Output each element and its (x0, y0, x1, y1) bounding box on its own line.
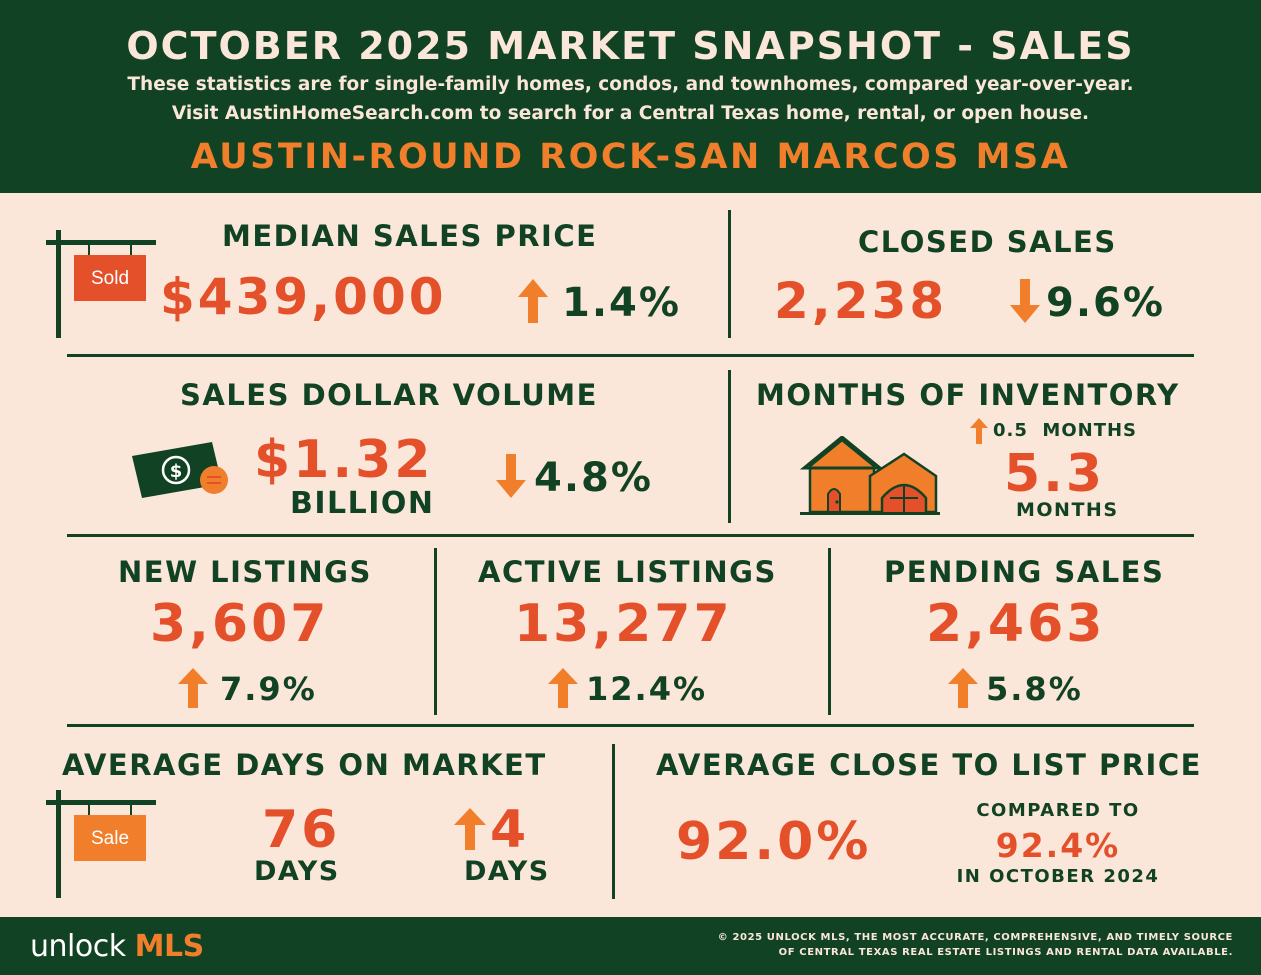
arrow-down-icon (1010, 279, 1040, 323)
unlock-mls-logo: unlock MLS (30, 929, 204, 964)
closed-sales-label: CLOSED SALES (858, 225, 1117, 259)
sales-dollar-volume-label: SALES DOLLAR VOLUME (180, 378, 598, 412)
arrow-up-icon (518, 279, 548, 323)
active-listings-change: 12.4% (586, 670, 708, 708)
divider (434, 548, 437, 715)
arrow-up-icon (970, 418, 988, 444)
pending-sales-value: 2,463 (926, 594, 1106, 654)
months-of-inventory-unit: MONTHS (1016, 499, 1119, 521)
avg-days-on-market-change: 4 (490, 800, 530, 860)
avg-close-to-list-value: 92.0% (676, 812, 872, 872)
money-bill-icon: $ (132, 442, 228, 498)
divider (828, 548, 831, 715)
compared-value: 92.4% (995, 826, 1121, 865)
avg-days-on-market-value: 76 (262, 800, 341, 860)
sales-dollar-volume-value: $1.32 (254, 430, 434, 490)
divider (612, 744, 615, 899)
closed-sales-change: 9.6% (1046, 280, 1165, 326)
svg-text:$: $ (170, 461, 183, 482)
pending-sales-label: PENDING SALES (884, 555, 1165, 589)
pending-sales-change: 5.8% (986, 670, 1083, 708)
arrow-up-icon (548, 668, 578, 708)
compared-to-label: COMPARED TO (976, 800, 1140, 821)
avg-days-on-market-change-unit: DAYS (464, 856, 550, 887)
sale-sign-text: Sale (90, 828, 130, 849)
copyright-line-2: OF CENTRAL TEXAS REAL ESTATE LISTINGS AN… (778, 947, 1233, 958)
avg-days-on-market-label: AVERAGE DAYS ON MARKET (62, 748, 547, 782)
active-listings-value: 13,277 (514, 594, 733, 654)
new-listings-change: 7.9% (220, 670, 317, 708)
months-of-inventory-change: 0.5 MONTHS (993, 420, 1138, 441)
region-title: AUSTIN-ROUND ROCK-SAN MARCOS MSA (190, 137, 1071, 177)
arrow-up-icon (454, 808, 486, 850)
arrow-up-icon (948, 668, 978, 708)
header-banner: OCTOBER 2025 MARKET SNAPSHOT - SALES The… (0, 0, 1261, 193)
new-listings-label: NEW LISTINGS (118, 555, 372, 589)
sale-sign-icon (46, 790, 156, 898)
logo-text-unlock: unlock (30, 929, 135, 964)
months-of-inventory-value: 5.3 (1004, 444, 1106, 504)
avg-days-on-market-unit: DAYS (254, 856, 340, 887)
page-title: OCTOBER 2025 MARKET SNAPSHOT - SALES (126, 24, 1135, 68)
compared-period: IN OCTOBER 2024 (956, 866, 1160, 887)
median-sales-price-value: $439,000 (160, 268, 447, 326)
divider (728, 210, 731, 338)
divider (728, 370, 731, 523)
divider (67, 354, 1194, 357)
active-listings-label: ACTIVE LISTINGS (478, 555, 777, 589)
divider (67, 534, 1194, 537)
closed-sales-value: 2,238 (774, 272, 948, 330)
sales-dollar-volume-change: 4.8% (534, 455, 653, 501)
copyright-line-1: © 2025 UNLOCK MLS, THE MOST ACCURATE, CO… (717, 932, 1233, 943)
median-sales-price-label: MEDIAN SALES PRICE (222, 219, 598, 253)
copyright-notice: © 2025 UNLOCK MLS, THE MOST ACCURATE, CO… (718, 930, 1233, 960)
arrow-down-icon (496, 454, 526, 498)
months-of-inventory-label: MONTHS OF INVENTORY (756, 378, 1180, 412)
divider (67, 724, 1194, 727)
subtitle-line-2: Visit AustinHomeSearch.com to search for… (171, 103, 1090, 124)
footer: unlock MLS © 2025 UNLOCK MLS, THE MOST A… (0, 917, 1261, 975)
house-icon (799, 436, 940, 515)
arrow-up-icon (178, 668, 208, 708)
logo-text-mls: MLS (134, 929, 205, 964)
avg-close-to-list-label: AVERAGE CLOSE TO LIST PRICE (656, 748, 1202, 782)
median-sales-price-change: 1.4% (562, 280, 681, 326)
sales-dollar-volume-unit: BILLION (290, 486, 435, 521)
new-listings-value: 3,607 (150, 594, 330, 654)
subtitle-line-1: These statistics are for single-family h… (127, 74, 1134, 95)
sold-sign-icon (46, 230, 156, 338)
sold-sign-text: Sold (90, 268, 130, 289)
